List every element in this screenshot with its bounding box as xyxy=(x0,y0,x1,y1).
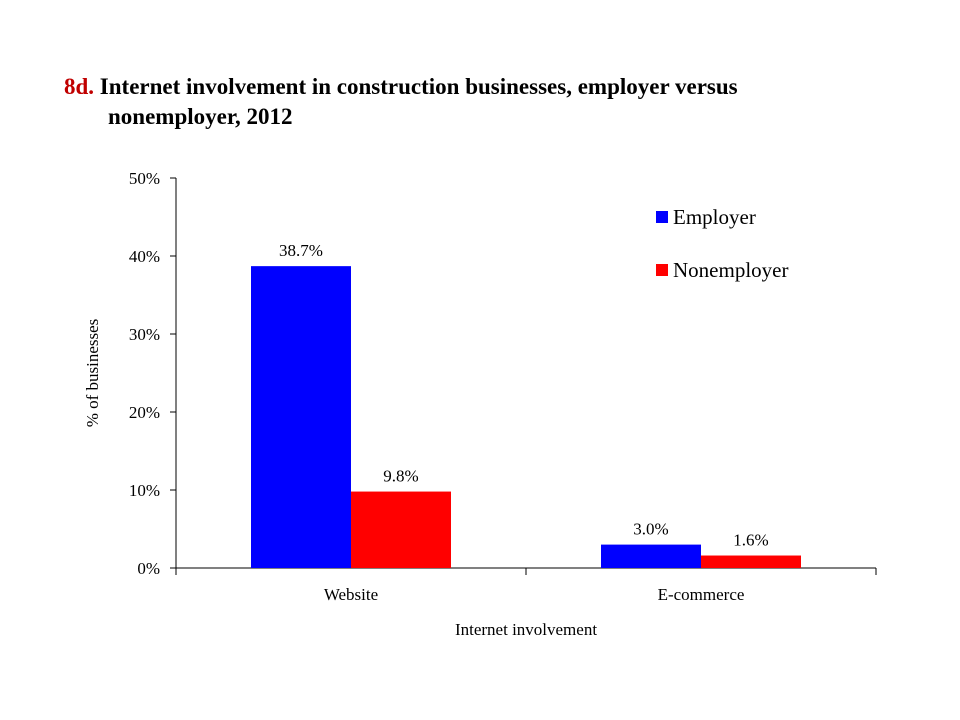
y-axis-title: % of businesses xyxy=(83,319,102,428)
data-labels: 38.7% 9.8% 3.0% 1.6% xyxy=(279,241,769,549)
legend-label-nonemployer: Nonemployer xyxy=(673,258,788,282)
legend-swatch-employer xyxy=(656,211,668,223)
legend-swatch-nonemployer xyxy=(656,264,668,276)
y-tick-label: 40% xyxy=(129,247,160,266)
chart-number: 8d. xyxy=(64,74,95,99)
y-tick-label: 30% xyxy=(129,325,160,344)
y-tick-label: 0% xyxy=(137,559,160,578)
bar-nonemployer-e-commerce xyxy=(701,555,801,568)
x-tick-label: Website xyxy=(324,585,378,604)
data-label: 38.7% xyxy=(279,241,323,260)
data-label: 9.8% xyxy=(383,467,418,486)
data-label: 3.0% xyxy=(633,520,668,539)
y-tick-label: 20% xyxy=(129,403,160,422)
y-tick-label: 50% xyxy=(129,169,160,188)
x-tick-label: E-commerce xyxy=(658,585,745,604)
data-label: 1.6% xyxy=(733,531,768,550)
bar-employer-website xyxy=(251,266,351,568)
legend: Employer Nonemployer xyxy=(656,205,788,282)
bars xyxy=(251,266,801,568)
legend-label-employer: Employer xyxy=(673,205,756,229)
x-axis-title: Internet involvement xyxy=(455,620,597,639)
bar-employer-e-commerce xyxy=(601,544,701,568)
chart-title: 8d. Internet involvement in construction… xyxy=(64,72,924,132)
bar-nonemployer-website xyxy=(351,491,451,568)
y-tick-label: 10% xyxy=(129,481,160,500)
axes: 0% 10% 20% 30% 40% 50% Website E-commerce Intern… xyxy=(83,169,877,639)
chart-title-line1: Internet involvement in construction bus… xyxy=(99,74,738,99)
chart-title-line2: nonemployer, 2012 xyxy=(108,104,293,129)
